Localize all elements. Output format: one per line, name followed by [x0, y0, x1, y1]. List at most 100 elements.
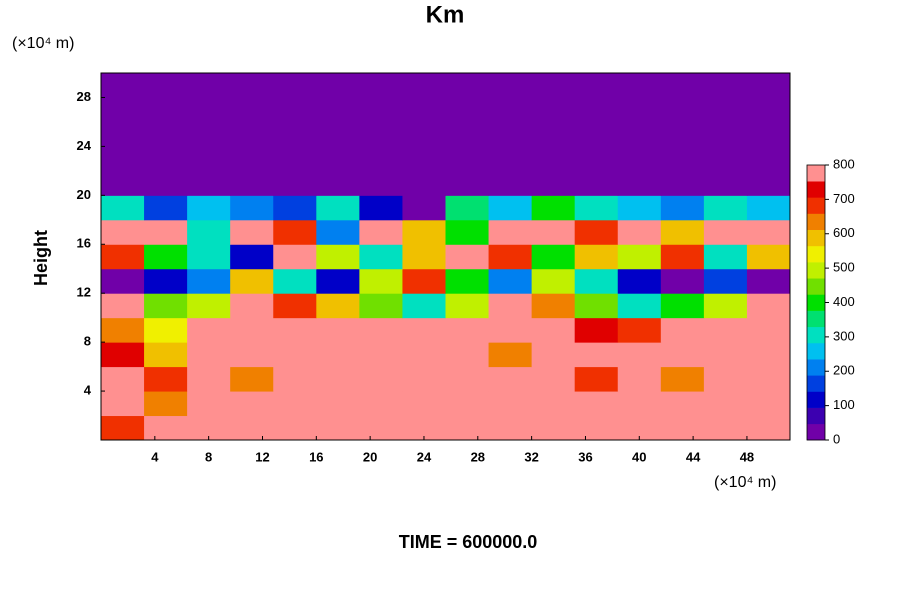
heat-cell [531, 268, 576, 294]
heat-cell [660, 391, 705, 417]
y-tick-label: 24 [77, 138, 92, 153]
heat-cell [230, 170, 274, 196]
heat-cell [703, 121, 748, 147]
heat-cell [617, 146, 662, 172]
heat-cell [746, 73, 791, 98]
heat-cell [617, 73, 662, 98]
heat-cell [402, 170, 446, 196]
heat-cell [531, 146, 576, 172]
heat-cell [316, 97, 360, 123]
heat-cell [703, 268, 748, 294]
heat-cell [316, 146, 360, 172]
heat-cell [101, 366, 145, 392]
heat-cell [445, 170, 490, 196]
heat-cell [230, 415, 274, 441]
heat-cell [746, 97, 791, 123]
heat-cell [746, 391, 791, 417]
heat-cell [316, 391, 360, 417]
heat-cell [703, 219, 748, 245]
x-tick-label: 44 [686, 449, 701, 464]
heat-cell [359, 121, 403, 147]
heat-cell [187, 244, 231, 270]
heat-cell [402, 219, 446, 245]
x-tick-label: 36 [578, 449, 592, 464]
plot-frame [100, 72, 791, 441]
heat-cell [144, 317, 188, 343]
heat-cell [574, 293, 619, 319]
heat-cell [316, 244, 360, 270]
heat-cell [101, 170, 145, 196]
heat-cell [144, 293, 188, 319]
heat-cell [359, 244, 403, 270]
heat-cell [445, 97, 490, 123]
heat-cell [746, 415, 791, 441]
heat-cell [187, 97, 231, 123]
heat-cell [316, 268, 360, 294]
colorbar-cell [807, 423, 825, 441]
heat-cell [144, 146, 188, 172]
heat-cell [273, 342, 317, 368]
heat-cell [187, 366, 231, 392]
heat-cell [359, 293, 403, 319]
colorbar-tick-label: 800 [833, 156, 855, 171]
colorbar-tick-label: 500 [833, 260, 855, 275]
colorbar-cell [807, 262, 825, 279]
heat-cell [144, 415, 188, 441]
heat-cell [316, 195, 360, 221]
heat-cell [359, 219, 403, 245]
heat-cell [703, 195, 748, 221]
y-tick-label: 8 [84, 334, 91, 349]
heat-cell [402, 317, 446, 343]
heat-cell [746, 170, 791, 196]
y-tick-label: 20 [77, 187, 91, 202]
x-tick-label: 32 [524, 449, 538, 464]
heat-cell [617, 317, 662, 343]
heat-cell [445, 219, 490, 245]
heat-cell [574, 268, 619, 294]
heat-cell [273, 391, 317, 417]
heat-cell [660, 170, 705, 196]
heat-cell [359, 366, 403, 392]
heat-cell [746, 317, 791, 343]
heat-cell [144, 268, 188, 294]
heat-cell [230, 121, 274, 147]
heat-cell [359, 170, 403, 196]
heat-cell [359, 415, 403, 441]
heat-cell [617, 219, 662, 245]
heat-cell [402, 195, 446, 221]
heat-cell [402, 293, 446, 319]
heat-cell [402, 366, 446, 392]
heat-cell [746, 219, 791, 245]
heat-cell [746, 146, 791, 172]
heat-cell [316, 342, 360, 368]
heat-cell [574, 317, 619, 343]
heat-cell [101, 342, 145, 368]
heat-cell [488, 342, 533, 368]
heat-cell [660, 73, 705, 98]
heat-cell [445, 391, 490, 417]
heat-cell [101, 415, 145, 441]
heat-cell [187, 342, 231, 368]
heat-cell [660, 293, 705, 319]
heat-cell [531, 195, 576, 221]
colorbar-tick-label: 300 [833, 328, 855, 343]
heat-cell [144, 366, 188, 392]
heat-cell [660, 97, 705, 123]
heat-cell [574, 366, 619, 392]
colorbar-cell [807, 375, 825, 392]
heat-cell [617, 97, 662, 123]
heat-cell [187, 317, 231, 343]
heat-cell [230, 391, 274, 417]
heat-cell [574, 170, 619, 196]
heat-cell [531, 415, 576, 441]
heat-cell [660, 244, 705, 270]
heat-cell [445, 268, 490, 294]
heat-cell [187, 391, 231, 417]
heat-cell [187, 268, 231, 294]
colorbar-tick-label: 700 [833, 191, 855, 206]
x-tick-label: 8 [205, 449, 212, 464]
heat-cell [574, 195, 619, 221]
x-tick-label: 28 [471, 449, 485, 464]
heat-cell [660, 415, 705, 441]
heat-cell [488, 415, 533, 441]
